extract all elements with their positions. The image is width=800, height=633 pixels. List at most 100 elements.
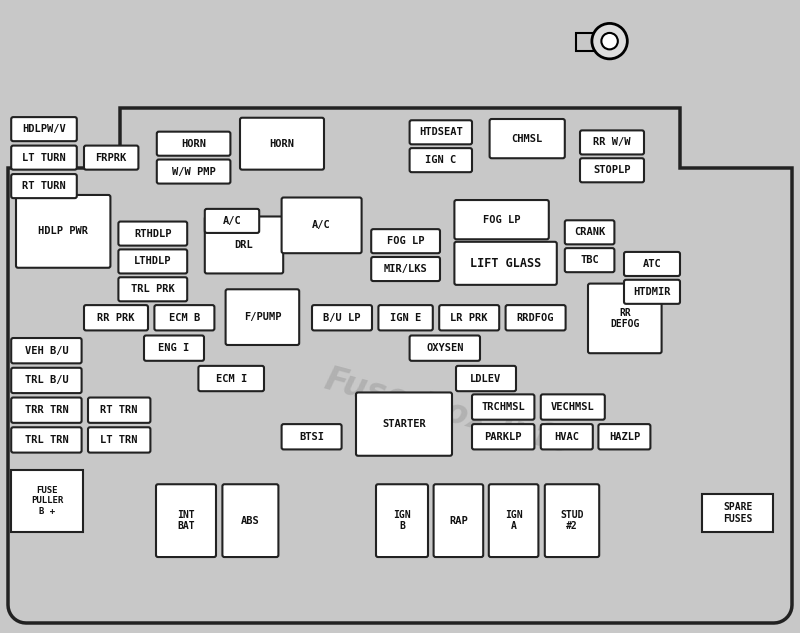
Text: CHMSL: CHMSL	[511, 134, 543, 144]
FancyBboxPatch shape	[506, 305, 566, 330]
FancyBboxPatch shape	[157, 160, 230, 184]
FancyBboxPatch shape	[598, 424, 650, 449]
Text: ECM B: ECM B	[169, 313, 200, 323]
Text: RAP: RAP	[449, 516, 468, 525]
Text: RT TURN: RT TURN	[22, 181, 66, 191]
FancyBboxPatch shape	[11, 427, 82, 453]
Circle shape	[592, 23, 627, 59]
FancyBboxPatch shape	[490, 119, 565, 158]
Text: HDLPW/V: HDLPW/V	[22, 124, 66, 134]
FancyBboxPatch shape	[84, 305, 148, 330]
Text: IGN
A: IGN A	[505, 510, 522, 532]
Text: ABS: ABS	[241, 516, 260, 525]
Text: HTDMIR: HTDMIR	[634, 287, 670, 297]
FancyBboxPatch shape	[454, 200, 549, 239]
Text: RRDFOG: RRDFOG	[517, 313, 554, 323]
Text: STOPLP: STOPLP	[594, 165, 630, 175]
FancyBboxPatch shape	[541, 424, 593, 449]
FancyBboxPatch shape	[410, 120, 472, 144]
Text: ENG I: ENG I	[158, 343, 190, 353]
FancyBboxPatch shape	[580, 158, 644, 182]
FancyBboxPatch shape	[282, 424, 342, 449]
Text: STUD
#2: STUD #2	[560, 510, 584, 532]
Text: RR
DEFOG: RR DEFOG	[610, 308, 639, 329]
FancyBboxPatch shape	[588, 284, 662, 353]
Text: LR PRK: LR PRK	[450, 313, 488, 323]
FancyBboxPatch shape	[205, 209, 259, 233]
Text: TRL PRK: TRL PRK	[131, 284, 174, 294]
Text: OXYSEN: OXYSEN	[426, 343, 463, 353]
Bar	[11, 470, 83, 532]
FancyBboxPatch shape	[541, 394, 605, 420]
Text: HAZLP: HAZLP	[609, 432, 640, 442]
Circle shape	[602, 33, 618, 49]
FancyBboxPatch shape	[16, 195, 110, 268]
FancyBboxPatch shape	[11, 398, 82, 423]
FancyBboxPatch shape	[11, 174, 77, 198]
Text: RR W/W: RR W/W	[594, 137, 630, 147]
FancyBboxPatch shape	[312, 305, 372, 330]
Text: HORN: HORN	[181, 139, 206, 149]
Text: HDLP PWR: HDLP PWR	[38, 227, 88, 236]
FancyBboxPatch shape	[222, 484, 278, 557]
Text: HTDSEAT: HTDSEAT	[419, 127, 462, 137]
Text: LDLEV: LDLEV	[470, 373, 502, 384]
FancyBboxPatch shape	[282, 197, 362, 253]
FancyBboxPatch shape	[580, 130, 644, 154]
Text: TRL TRN: TRL TRN	[25, 435, 68, 445]
FancyBboxPatch shape	[154, 305, 214, 330]
FancyBboxPatch shape	[439, 305, 499, 330]
Text: SPARE
FUSES: SPARE FUSES	[723, 502, 752, 523]
FancyBboxPatch shape	[545, 484, 599, 557]
Text: TRR TRN: TRR TRN	[25, 405, 68, 415]
Polygon shape	[8, 108, 792, 623]
Text: BTSI: BTSI	[299, 432, 324, 442]
Text: DRL: DRL	[234, 240, 254, 250]
FancyBboxPatch shape	[624, 252, 680, 276]
Text: IGN C: IGN C	[425, 155, 457, 165]
Text: W/W PMP: W/W PMP	[172, 166, 215, 177]
FancyBboxPatch shape	[84, 146, 138, 170]
Text: LTHDLP: LTHDLP	[134, 256, 171, 266]
Text: STARTER: STARTER	[382, 419, 426, 429]
FancyBboxPatch shape	[376, 484, 428, 557]
FancyBboxPatch shape	[378, 305, 433, 330]
FancyBboxPatch shape	[472, 424, 534, 449]
Text: FOG LP: FOG LP	[387, 236, 424, 246]
FancyBboxPatch shape	[11, 117, 77, 141]
Bar	[702, 494, 773, 532]
FancyBboxPatch shape	[118, 249, 187, 273]
FancyBboxPatch shape	[240, 118, 324, 170]
FancyBboxPatch shape	[11, 146, 77, 170]
Text: LT TRN: LT TRN	[101, 435, 138, 445]
Text: HVAC: HVAC	[554, 432, 579, 442]
FancyBboxPatch shape	[198, 366, 264, 391]
FancyBboxPatch shape	[454, 242, 557, 285]
FancyBboxPatch shape	[118, 222, 187, 246]
FancyBboxPatch shape	[371, 229, 440, 253]
FancyBboxPatch shape	[472, 394, 534, 420]
Text: PARKLP: PARKLP	[485, 432, 522, 442]
FancyBboxPatch shape	[456, 366, 516, 391]
FancyBboxPatch shape	[157, 132, 230, 156]
FancyBboxPatch shape	[410, 148, 472, 172]
FancyBboxPatch shape	[11, 338, 82, 363]
Text: RT TRN: RT TRN	[101, 405, 138, 415]
Text: INT
BAT: INT BAT	[177, 510, 195, 532]
Text: TBC: TBC	[580, 255, 599, 265]
FancyBboxPatch shape	[118, 277, 187, 301]
Text: A/C: A/C	[222, 216, 242, 226]
FancyBboxPatch shape	[565, 248, 614, 272]
Text: TRL B/U: TRL B/U	[25, 375, 68, 385]
Text: IGN E: IGN E	[390, 313, 422, 323]
FancyBboxPatch shape	[356, 392, 452, 456]
Text: MIR/LKS: MIR/LKS	[384, 264, 427, 274]
Text: RTHDLP: RTHDLP	[134, 229, 171, 239]
FancyBboxPatch shape	[624, 280, 680, 304]
FancyBboxPatch shape	[434, 484, 483, 557]
Text: LIFT GLASS: LIFT GLASS	[470, 257, 542, 270]
FancyBboxPatch shape	[11, 368, 82, 393]
Text: FOG LP: FOG LP	[483, 215, 520, 225]
Text: ATC: ATC	[642, 259, 662, 269]
Text: FRPRK: FRPRK	[95, 153, 127, 163]
